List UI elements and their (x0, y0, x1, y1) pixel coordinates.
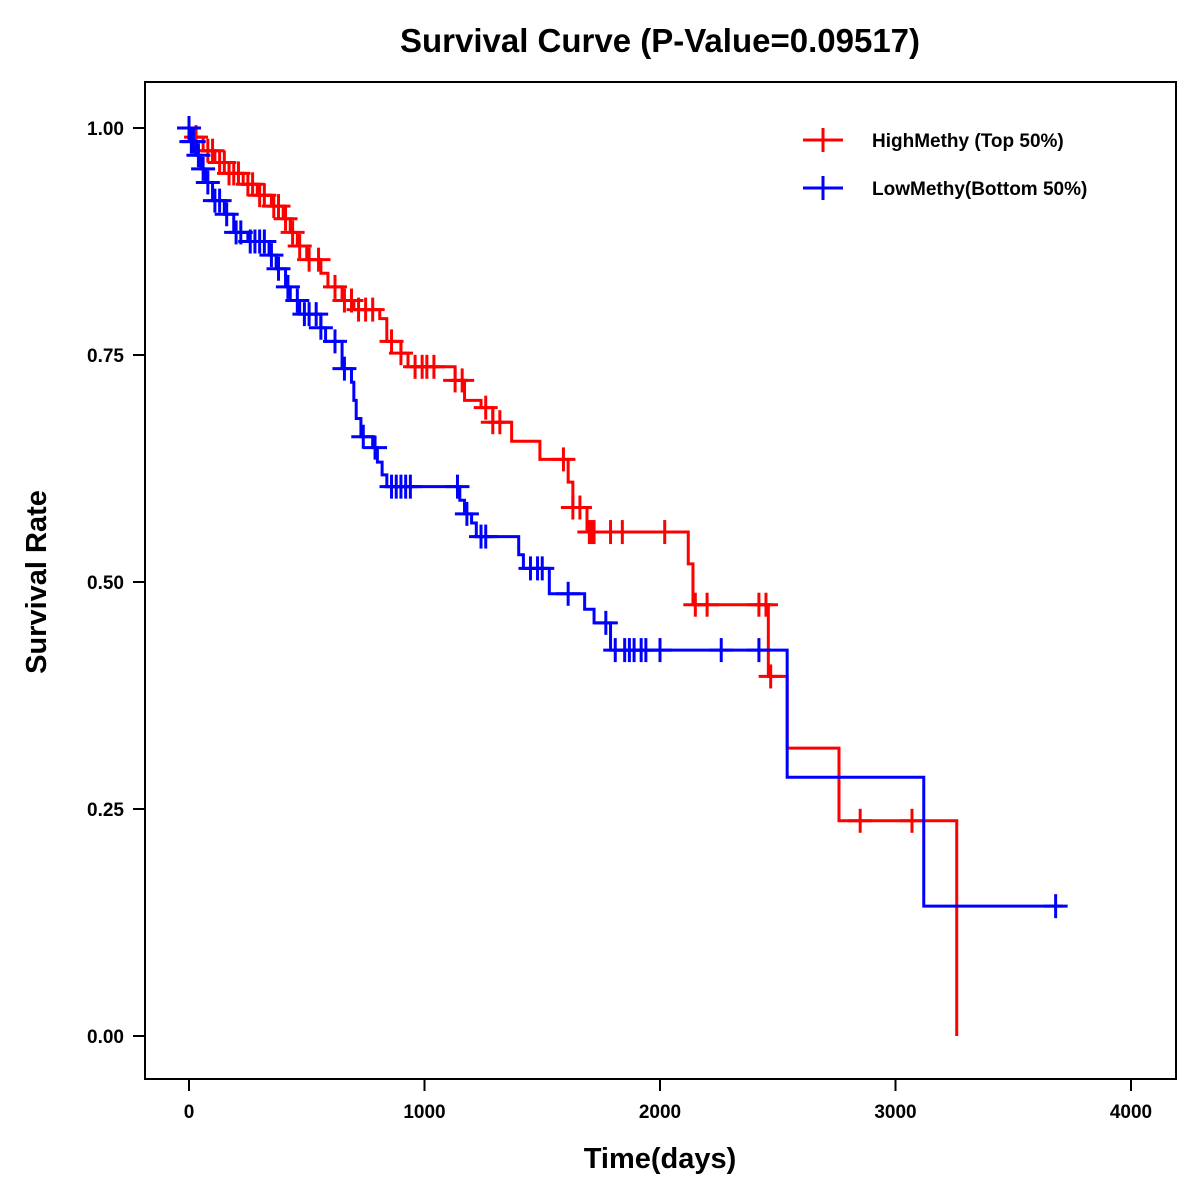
y-axis: 0.00 0.25 0.50 0.75 1.00 (87, 119, 145, 1048)
censor-mark (266, 256, 291, 281)
censor-mark (259, 243, 284, 268)
survival-curve (189, 126, 959, 1036)
legend-label-high: HighMethy (Top 50%) (872, 131, 1064, 152)
censor-mark (753, 592, 778, 617)
series-layer (177, 116, 1068, 1036)
censor-mark (695, 592, 720, 617)
censor-mark (304, 302, 329, 327)
y-tick-label: 0.25 (87, 800, 124, 821)
series-high (184, 125, 959, 1036)
x-tick-label: 1000 (403, 1102, 445, 1123)
censor-mark (266, 194, 291, 219)
censor-mark (287, 234, 312, 259)
censor-mark (421, 354, 446, 379)
censor-mark (332, 356, 357, 381)
x-tick-label: 0 (184, 1102, 195, 1123)
survival-curve (189, 126, 1063, 908)
censor-mark (363, 435, 388, 460)
censor-mark (758, 664, 783, 689)
censor-mark (323, 274, 348, 299)
censor-mark (398, 474, 423, 499)
censor-mark (450, 368, 475, 393)
censor-mark (388, 341, 413, 366)
censor-mark (652, 520, 677, 545)
y-tick-label: 0.75 (87, 346, 124, 367)
y-tick-label: 1.00 (87, 119, 124, 140)
censor-mark (899, 808, 924, 833)
censor-mark (214, 202, 239, 227)
legend-label-low: LowMethy(Bottom 50%) (872, 179, 1087, 200)
censor-mark (186, 143, 211, 168)
x-axis: 0 1000 2000 3000 4000 (184, 1079, 1152, 1123)
censor-mark (181, 129, 206, 154)
censor-mark (191, 156, 216, 181)
y-tick-label: 0.50 (87, 573, 124, 594)
censor-mark (273, 206, 298, 231)
x-axis-label: Time(days) (584, 1143, 737, 1175)
censor-mark (648, 638, 672, 663)
censor-mark (530, 556, 555, 581)
censor-mark (252, 229, 277, 254)
y-axis-label: Survival Rate (21, 490, 53, 674)
censor-mark (567, 495, 592, 520)
censor-mark (177, 116, 201, 140)
legend-item-low: LowMethy(Bottom 50%) (803, 176, 1087, 200)
censor-mark (473, 524, 498, 549)
censor-mark (593, 610, 618, 635)
legend-item-high: HighMethy (Top 50%) (803, 128, 1064, 152)
censor-mark (610, 520, 635, 545)
legend: HighMethy (Top 50%) LowMethy(Bottom 50%) (803, 128, 1087, 200)
censor-mark (323, 329, 348, 354)
censor-mark (275, 274, 300, 299)
x-tick-label: 3000 (874, 1102, 916, 1123)
censor-mark (207, 188, 232, 213)
censor-mark (551, 447, 576, 472)
censor-mark (445, 474, 470, 499)
censor-mark (1043, 894, 1068, 919)
censor-mark (308, 315, 333, 340)
censor-mark (280, 220, 305, 245)
censor-mark (360, 297, 385, 322)
censor-mark (709, 638, 734, 663)
censor-mark (487, 410, 512, 435)
censor-mark (285, 288, 310, 313)
censor-mark (556, 581, 581, 606)
censor-mark (195, 170, 220, 195)
chart-title: Survival Curve (P-Value=0.09517) (400, 22, 920, 59)
censor-mark (306, 247, 331, 272)
y-tick-label: 0.00 (87, 1027, 124, 1048)
x-tick-label: 2000 (639, 1102, 681, 1123)
censor-mark (454, 501, 479, 526)
series-low (177, 116, 1068, 919)
censor-mark (351, 424, 376, 449)
censor-mark (473, 395, 498, 420)
x-tick-label: 4000 (1110, 1102, 1152, 1123)
censor-mark (746, 638, 771, 663)
censor-mark (848, 808, 873, 833)
